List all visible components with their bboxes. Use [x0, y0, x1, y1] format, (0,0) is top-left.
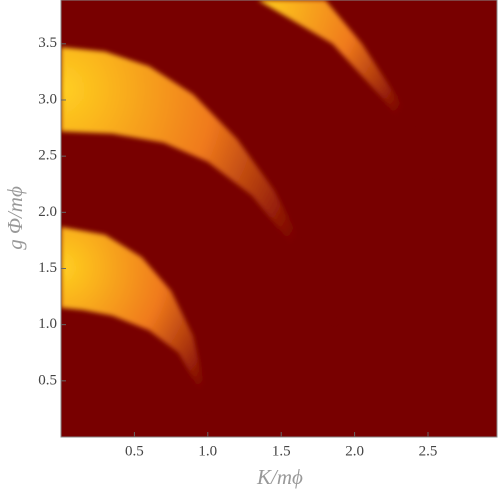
x-tick-label: 0.5 [125, 443, 144, 459]
y-tick-label: 1.0 [38, 316, 57, 332]
instability-band [61, 226, 208, 413]
x-tick-label: 2.0 [345, 443, 364, 459]
y-tick-label: 2.0 [38, 204, 57, 220]
regions [61, 0, 439, 413]
plot-frame [60, 0, 498, 438]
x-tick-label: 2.5 [419, 443, 438, 459]
x-axis-label: K/mϕ [256, 465, 303, 489]
y-tick-label: 0.5 [38, 372, 57, 388]
instability-band [257, 0, 439, 179]
y-tick-label: 3.0 [38, 91, 57, 107]
instability-band [61, 47, 336, 325]
y-tick-label: 1.5 [38, 260, 57, 276]
y-tick-label: 2.5 [38, 148, 57, 164]
y-tick-label: 3.5 [38, 35, 57, 51]
x-tick-label: 1.5 [272, 443, 291, 459]
y-axis-label: g Φ/mϕ [3, 186, 27, 250]
x-tick-label: 1.0 [198, 443, 217, 459]
